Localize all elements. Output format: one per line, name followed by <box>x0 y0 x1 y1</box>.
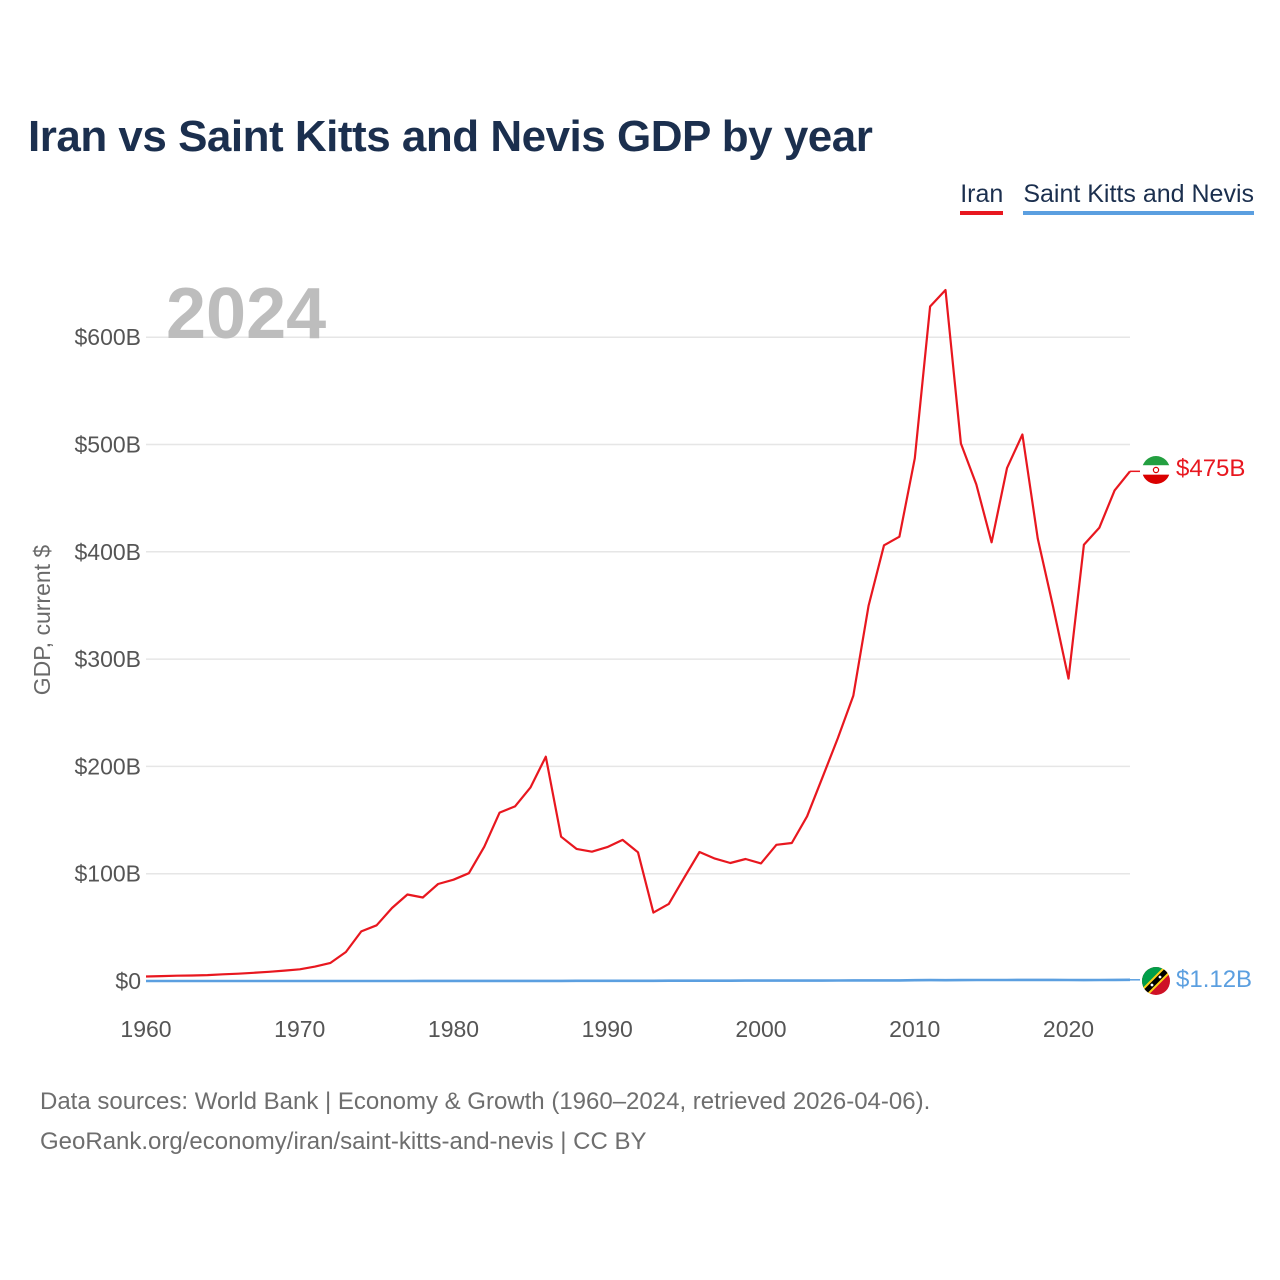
end-label-iran: $475B <box>1176 455 1245 482</box>
x-tick-label: 2020 <box>1043 1016 1094 1042</box>
data-source-note: Data sources: World Bank | Economy & Gro… <box>40 1088 931 1115</box>
y-tick-label: $500B <box>74 432 141 458</box>
x-tick-label: 1980 <box>428 1016 479 1042</box>
saint-kitts-and-nevis-flag-icon <box>1142 967 1170 995</box>
iran-flag-icon <box>1142 456 1170 484</box>
end-label-saint-kitts-and-nevis: $1.12B <box>1176 966 1252 993</box>
x-tick-label: 1970 <box>274 1016 325 1042</box>
x-tick-label: 2010 <box>889 1016 940 1042</box>
legend-item-iran[interactable]: Iran <box>960 180 1004 215</box>
series-lines <box>145 288 1140 983</box>
gridlines <box>146 336 1130 875</box>
y-tick-label: $200B <box>74 753 141 779</box>
series-line-saint-kitts-and-nevis[interactable] <box>146 978 1131 983</box>
y-tick-label: $100B <box>74 861 141 887</box>
x-tick-label: 1960 <box>120 1016 171 1042</box>
y-tick-label: $300B <box>74 646 141 672</box>
legend-item-saint-kitts-and-nevis[interactable]: Saint Kitts and Nevis <box>1023 180 1254 215</box>
x-tick-label: 1990 <box>582 1016 633 1042</box>
y-tick-label: $0 <box>115 968 141 994</box>
chart-legend: Iran Saint Kitts and Nevis <box>960 180 1254 215</box>
y-tick-label: $400B <box>74 539 141 565</box>
series-line-iran[interactable] <box>145 288 1131 978</box>
year-overlay-label: 2024 <box>166 274 326 354</box>
y-tick-label: $600B <box>74 324 141 350</box>
x-tick-label: 2000 <box>735 1016 786 1042</box>
source-url[interactable]: GeoRank.org/economy/iran/saint-kitts-and… <box>40 1128 647 1155</box>
chart-footer: Data sources: World Bank | Economy & Gro… <box>40 1082 930 1162</box>
y-axis-label: GDP, current $ <box>29 545 55 696</box>
chart-title: Iran vs Saint Kitts and Nevis GDP by yea… <box>28 112 873 161</box>
axis-ticks: $0 $100B $200B $300B $400B $500B $600B 1960 1970… <box>74 324 1094 1042</box>
